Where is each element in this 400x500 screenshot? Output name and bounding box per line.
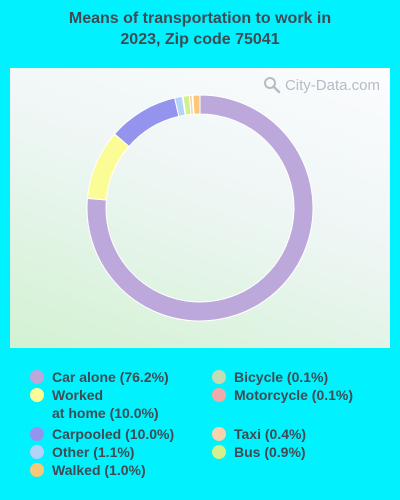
legend-item-bicycle: Bicycle (0.1%)	[212, 368, 328, 386]
donut-slice-worked-at-home	[86, 133, 130, 201]
legend-item-taxi: Taxi (0.4%)	[212, 425, 306, 443]
legend-item-car-alone: Car alone (76.2%)	[30, 368, 169, 386]
legend-item-bus: Bus (0.9%)	[212, 443, 306, 461]
legend-swatch-bicycle	[212, 370, 226, 384]
legend-swatch-bus	[212, 445, 226, 459]
watermark: City-Data.com	[263, 76, 380, 94]
legend-swatch-motorcycle	[212, 388, 226, 402]
legend: Car alone (76.2%) Worked at home (10.0%)…	[0, 366, 400, 496]
legend-swatch-worked-at-home	[30, 388, 44, 402]
donut-slice-carpooled	[113, 97, 180, 148]
legend-label-motorcycle: Motorcycle (0.1%)	[234, 387, 354, 403]
legend-label-bicycle: Bicycle (0.1%)	[234, 369, 329, 385]
legend-label-other: Other (1.1%)	[52, 444, 135, 460]
legend-item-carpooled: Carpooled (10.0%)	[30, 425, 174, 443]
chart-title-line-2: 2023, Zip code 75041	[120, 31, 280, 48]
legend-swatch-other	[30, 445, 44, 459]
legend-item-other: Other (1.1%)	[30, 443, 134, 461]
plot-area: City-Data.com	[10, 68, 390, 348]
legend-item-walked: Walked (1.0%)	[30, 461, 146, 479]
legend-swatch-carpooled	[30, 427, 44, 441]
donut-slice-car-alone	[86, 94, 314, 322]
legend-item-motorcycle: Motorcycle (0.1%)	[212, 386, 353, 404]
legend-label-worked-at-home-1: Worked	[52, 387, 104, 403]
legend-label-carpooled: Carpooled (10.0%)	[52, 426, 175, 442]
donut-chart	[86, 94, 314, 322]
legend-label-bus: Bus (0.9%)	[234, 444, 306, 460]
chart-title: Means of transportation to work in 2023,…	[0, 8, 400, 50]
legend-swatch-car-alone	[30, 370, 44, 384]
legend-swatch-taxi	[212, 427, 226, 441]
donut-slice-walked	[192, 94, 201, 115]
legend-label-walked: Walked (1.0%)	[52, 462, 146, 478]
legend-item-worked-at-home: Worked at home (10.0%)	[30, 386, 159, 422]
watermark-text: City-Data.com	[284, 76, 380, 94]
magnifier-icon	[263, 77, 281, 94]
legend-swatch-walked	[30, 463, 44, 477]
legend-label-car-alone: Car alone (76.2%)	[52, 369, 169, 385]
legend-label-worked-at-home-2: at home (10.0%)	[52, 405, 159, 421]
legend-label-taxi: Taxi (0.4%)	[234, 426, 307, 442]
chart-title-line-1: Means of transportation to work in	[68, 10, 332, 27]
